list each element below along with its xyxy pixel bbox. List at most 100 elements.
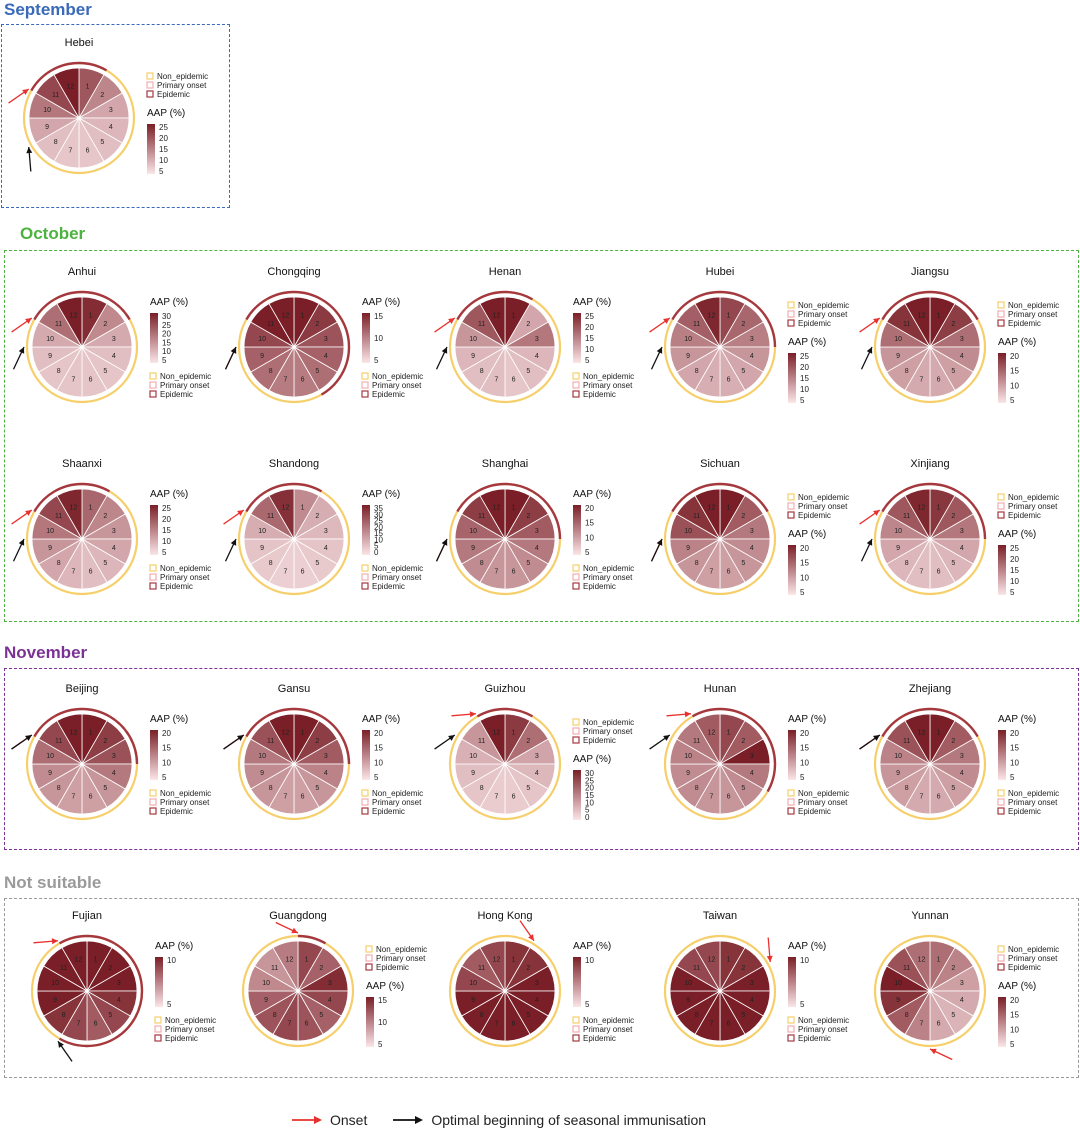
month-label: 6: [89, 568, 93, 575]
month-label: 12: [493, 957, 501, 964]
legend-swatch-epidemic: [572, 390, 580, 398]
chart-title: Jiangsu: [911, 266, 949, 278]
month-label: 4: [960, 770, 964, 777]
legend-swatch-non: [997, 301, 1005, 309]
month-label: 6: [937, 376, 941, 383]
ring-epidemic-month: [719, 707, 749, 718]
month-label: 9: [48, 770, 52, 777]
legend-swatch-non: [787, 1016, 795, 1024]
chart-hubei: Hubei123456789101112Non_epidemicPrimary …: [649, 266, 849, 405]
month-label: 3: [960, 753, 964, 760]
ring-epidemic-month: [691, 290, 721, 301]
legend-label-primary: Primary onset: [1008, 310, 1058, 319]
aap-legend-title: AAP (%): [788, 714, 826, 725]
ring-epidemic-month: [113, 942, 136, 965]
ring-epidemic-month: [691, 482, 721, 493]
month-label: 10: [894, 528, 902, 535]
aap-tick-label: 15: [162, 526, 171, 535]
month-label: 8: [480, 1012, 484, 1019]
month-label: 6: [727, 793, 731, 800]
legend-label-primary: Primary onset: [798, 798, 848, 807]
month-label: 1: [86, 84, 90, 91]
legend-swatch-primary: [997, 310, 1005, 318]
month-label: 9: [896, 545, 900, 552]
aap-tick-label: 15: [800, 744, 809, 753]
aap-tick-label: 20: [162, 515, 171, 524]
month-label: 10: [46, 528, 54, 535]
optimal-arrow: [230, 347, 237, 354]
month-label: 5: [741, 785, 745, 792]
aap-tick-label: 5: [1010, 396, 1015, 405]
month-label: 6: [937, 568, 941, 575]
group-box-not-suitable: [4, 898, 1079, 1078]
legend-label-primary: Primary onset: [1008, 502, 1058, 511]
month-label: 9: [260, 353, 264, 360]
aap-tick-label: 10: [1010, 758, 1019, 767]
ring-epidemic-month: [881, 490, 904, 513]
aap-tick-label: 15: [800, 559, 809, 568]
legend-swatch-primary: [361, 381, 369, 389]
month-label: 2: [741, 513, 745, 520]
legend-swatch-primary: [572, 1025, 580, 1033]
chart-yunnan: Yunnan123456789101112Non_epidemicPrimary…: [873, 910, 1059, 1061]
month-label: 3: [535, 336, 539, 343]
month-label: 2: [951, 321, 955, 328]
month-label: 4: [750, 770, 754, 777]
aap-legend-title: AAP (%): [362, 714, 400, 725]
ring-epidemic-month: [81, 290, 111, 301]
ring-epidemic-month: [108, 715, 131, 738]
group-title-november: November: [4, 643, 88, 662]
legend-label-epidemic: Epidemic: [157, 90, 190, 99]
legend-label-epidemic: Epidemic: [165, 1034, 198, 1043]
month-label: 11: [478, 965, 485, 972]
ring-epidemic-month: [956, 490, 979, 513]
month-label: 4: [960, 353, 964, 360]
month-label: 9: [471, 545, 475, 552]
month-label: 9: [45, 124, 49, 131]
legend-swatch-primary: [572, 727, 580, 735]
ring-epidemic-month: [293, 482, 323, 493]
month-label: 1: [937, 957, 941, 964]
legend-label-primary: Primary onset: [165, 1025, 215, 1034]
aap-tick-label: 25: [800, 352, 809, 361]
month-label: 9: [48, 545, 52, 552]
chart-title: Taiwan: [703, 910, 737, 922]
month-label: 2: [526, 513, 530, 520]
ring-epidemic-month: [976, 510, 987, 540]
ring-epidemic-month: [53, 482, 83, 493]
month-label: 10: [51, 980, 59, 987]
month-label: 3: [535, 528, 539, 535]
legend-swatch-non: [997, 789, 1005, 797]
month-label: 11: [693, 513, 700, 520]
legend-swatch-epidemic: [149, 390, 157, 398]
legend-label-primary: Primary onset: [376, 954, 426, 963]
month-label: 3: [117, 980, 121, 987]
aap-tick-label: 10: [585, 956, 594, 965]
ring-epidemic-month: [320, 715, 343, 738]
aap-tick-label: 15: [1010, 367, 1019, 376]
month-label: 8: [480, 368, 484, 375]
ring-epidemic-month: [81, 482, 111, 493]
optimal-arrow: [448, 735, 455, 741]
chart-title: Xinjiang: [910, 458, 949, 470]
legend-label-primary: Primary onset: [1008, 954, 1058, 963]
legend-swatch-non: [149, 789, 157, 797]
legend-swatch-epidemic: [997, 807, 1005, 815]
month-label: 6: [512, 1020, 516, 1027]
ring-epidemic-month: [956, 298, 979, 321]
legend-swatch-non: [361, 372, 369, 380]
month-label: 1: [301, 730, 305, 737]
month-label: 8: [695, 560, 699, 567]
aap-tick-label: 0: [585, 813, 590, 822]
month-label: 4: [109, 124, 113, 131]
month-label: 8: [57, 785, 61, 792]
month-label: 8: [57, 368, 61, 375]
onset-arrow: [291, 927, 298, 934]
legend-label-non: Non_epidemic: [372, 564, 423, 573]
month-label: 6: [305, 1020, 309, 1027]
month-label: 11: [903, 513, 910, 520]
chart-title: Hubei: [706, 266, 735, 278]
month-label: 4: [324, 545, 328, 552]
aap-tick-label: 20: [800, 363, 809, 372]
ring-epidemic-month: [901, 290, 931, 301]
